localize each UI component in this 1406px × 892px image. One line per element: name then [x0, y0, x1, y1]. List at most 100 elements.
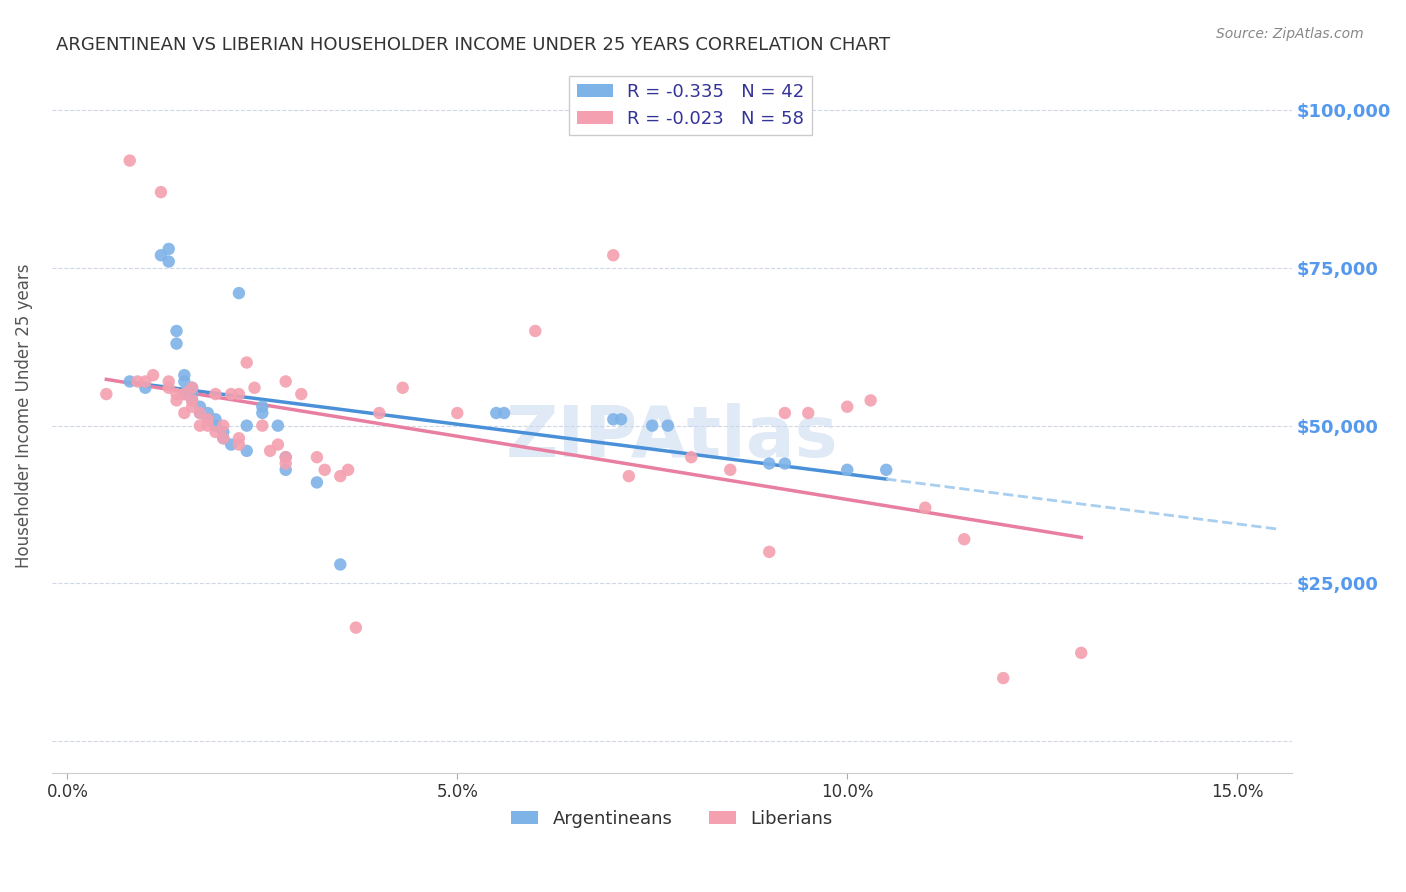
Point: [914, 500, 936, 515]
Point: [142, 368, 165, 383]
Point: [166, 336, 188, 351]
Point: [212, 431, 235, 445]
Point: [368, 406, 391, 420]
Point: [149, 185, 172, 199]
Point: [837, 400, 859, 414]
Point: [181, 381, 204, 395]
Point: [212, 431, 235, 445]
Point: [252, 406, 274, 420]
Point: [188, 406, 211, 420]
Point: [602, 248, 624, 262]
Point: [197, 412, 219, 426]
Point: [267, 418, 290, 433]
Point: [235, 418, 257, 433]
Point: [718, 463, 741, 477]
Point: [758, 457, 780, 471]
Point: [235, 443, 257, 458]
Point: [173, 387, 195, 401]
Point: [875, 463, 897, 477]
Point: [166, 387, 188, 401]
Point: [1070, 646, 1092, 660]
Point: [157, 381, 180, 395]
Point: [188, 418, 211, 433]
Point: [859, 393, 882, 408]
Point: [993, 671, 1015, 685]
Point: [228, 437, 250, 451]
Point: [641, 418, 664, 433]
Point: [204, 412, 226, 426]
Y-axis label: Householder Income Under 25 years: Householder Income Under 25 years: [15, 264, 32, 568]
Point: [181, 393, 204, 408]
Point: [188, 400, 211, 414]
Point: [166, 393, 188, 408]
Point: [252, 418, 274, 433]
Point: [188, 406, 211, 420]
Point: [204, 418, 226, 433]
Point: [173, 387, 195, 401]
Point: [274, 450, 297, 465]
Point: [149, 248, 172, 262]
Point: [267, 437, 290, 451]
Point: [204, 387, 226, 401]
Point: [681, 450, 703, 465]
Point: [610, 412, 633, 426]
Point: [274, 375, 297, 389]
Point: [602, 412, 624, 426]
Point: [617, 469, 640, 483]
Point: [212, 418, 235, 433]
Point: [337, 463, 360, 477]
Point: [219, 437, 242, 451]
Legend: Argentineans, Liberians: Argentineans, Liberians: [503, 803, 839, 835]
Point: [181, 400, 204, 414]
Point: [243, 381, 266, 395]
Point: [305, 450, 328, 465]
Point: [344, 621, 367, 635]
Point: [524, 324, 547, 338]
Point: [773, 406, 796, 420]
Point: [134, 381, 156, 395]
Point: [446, 406, 468, 420]
Point: [657, 418, 679, 433]
Point: [127, 375, 149, 389]
Point: [197, 406, 219, 420]
Point: [219, 387, 242, 401]
Point: [953, 533, 976, 547]
Point: [773, 457, 796, 471]
Point: [134, 375, 156, 389]
Text: ZIPAtlas: ZIPAtlas: [505, 403, 838, 472]
Point: [252, 400, 274, 414]
Point: [157, 242, 180, 256]
Point: [96, 387, 118, 401]
Point: [235, 355, 257, 369]
Point: [157, 375, 180, 389]
Point: [173, 406, 195, 420]
Point: [259, 443, 281, 458]
Point: [197, 418, 219, 433]
Point: [274, 457, 297, 471]
Point: [197, 412, 219, 426]
Point: [228, 387, 250, 401]
Point: [274, 450, 297, 465]
Point: [228, 286, 250, 301]
Point: [228, 431, 250, 445]
Point: [274, 463, 297, 477]
Point: [329, 469, 352, 483]
Point: [181, 387, 204, 401]
Point: [391, 381, 413, 395]
Point: [173, 375, 195, 389]
Point: [166, 324, 188, 338]
Point: [758, 545, 780, 559]
Point: [181, 393, 204, 408]
Point: [494, 406, 516, 420]
Point: [797, 406, 820, 420]
Point: [485, 406, 508, 420]
Point: [157, 254, 180, 268]
Point: [118, 375, 141, 389]
Text: Source: ZipAtlas.com: Source: ZipAtlas.com: [1216, 27, 1364, 41]
Point: [118, 153, 141, 168]
Text: ARGENTINEAN VS LIBERIAN HOUSEHOLDER INCOME UNDER 25 YEARS CORRELATION CHART: ARGENTINEAN VS LIBERIAN HOUSEHOLDER INCO…: [56, 36, 890, 54]
Point: [173, 368, 195, 383]
Point: [837, 463, 859, 477]
Point: [305, 475, 328, 490]
Point: [314, 463, 336, 477]
